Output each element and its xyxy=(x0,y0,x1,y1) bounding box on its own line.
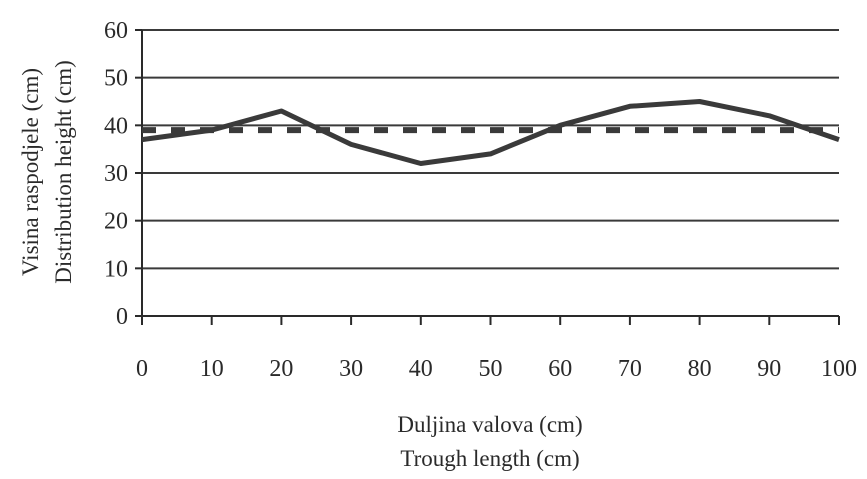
y-axis-label-secondary: Distribution height (cm) xyxy=(51,60,76,284)
x-tick-label: 0 xyxy=(136,356,148,382)
x-tick-label: 70 xyxy=(618,356,642,382)
y-tick-label: 0 xyxy=(116,304,128,330)
y-tick-label: 40 xyxy=(104,113,128,139)
y-tick-label: 20 xyxy=(104,209,128,235)
axes xyxy=(135,29,840,325)
series-group xyxy=(141,99,840,166)
y-axis-label-primary: Visina raspodjele (cm) xyxy=(18,68,43,276)
x-tick-label: 50 xyxy=(479,356,503,382)
x-tick-label: 10 xyxy=(200,356,224,382)
x-axis-label-primary: Duljina valova (cm) xyxy=(397,412,582,437)
y-tick-label: 10 xyxy=(104,256,128,282)
x-tick-label: 30 xyxy=(339,356,363,382)
x-tick-label: 80 xyxy=(688,356,712,382)
y-tick-label: 30 xyxy=(104,161,128,187)
series-line-1-solid xyxy=(141,99,840,166)
x-axis-label-secondary: Trough length (cm) xyxy=(400,446,579,471)
y-tick-label: 50 xyxy=(104,66,128,92)
x-tick-label: 100 xyxy=(821,356,857,382)
x-tick-label: 40 xyxy=(409,356,433,382)
grid-lines xyxy=(142,29,839,270)
y-tick-labels: 0 10 20 30 40 50 60 xyxy=(104,18,128,330)
x-tick-labels: 0 10 20 30 40 50 60 70 80 90 100 xyxy=(136,356,857,382)
x-tick-label: 90 xyxy=(757,356,781,382)
x-tick-label: 60 xyxy=(548,356,572,382)
y-tick-label: 60 xyxy=(104,18,128,44)
x-tick-label: 20 xyxy=(269,356,293,382)
